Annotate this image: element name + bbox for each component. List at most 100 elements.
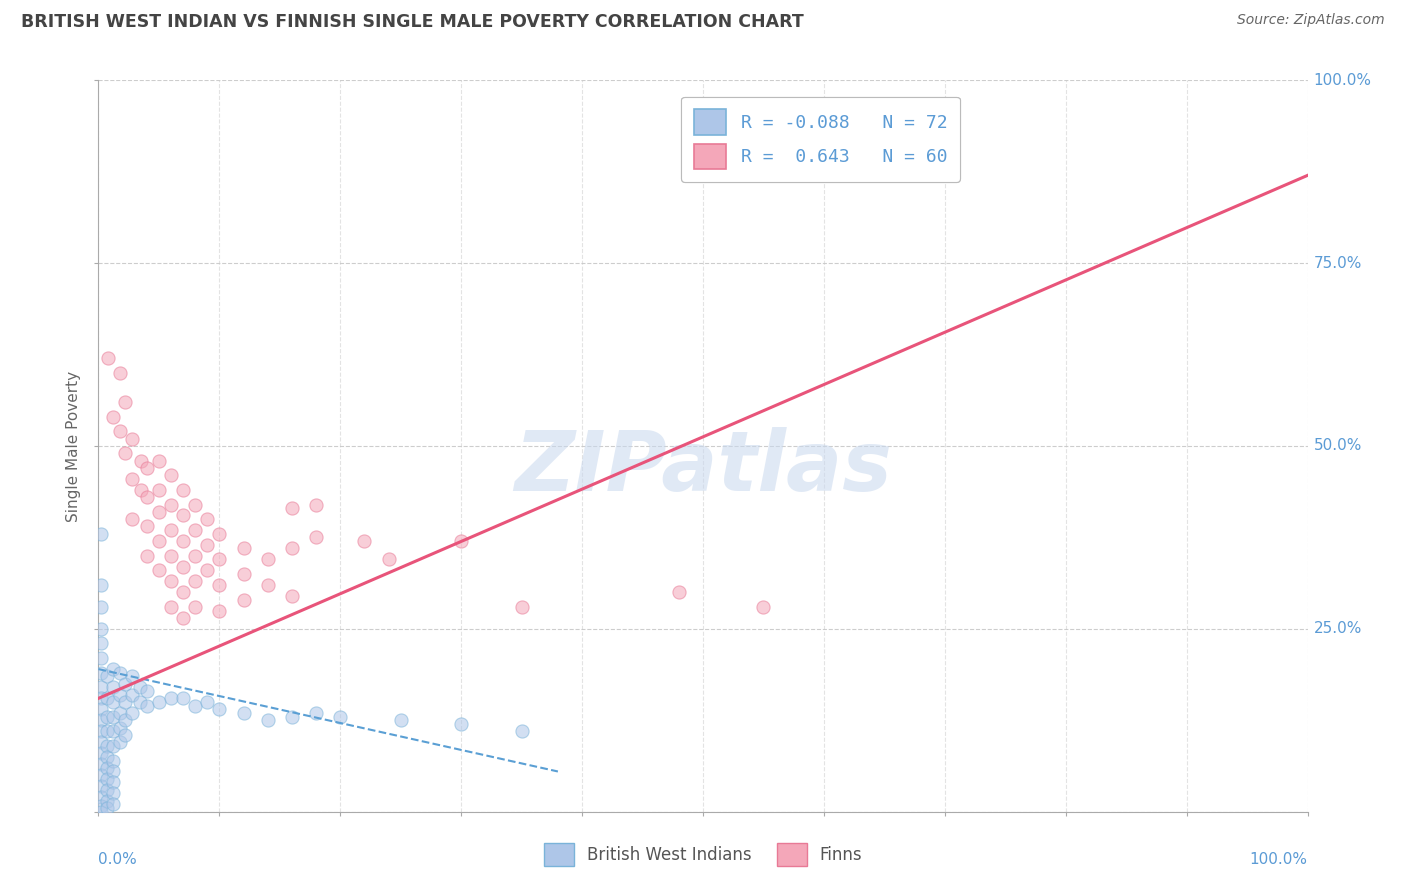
Point <box>90 724 112 739</box>
Point <box>90 651 112 665</box>
Point <box>232 567 254 582</box>
Point <box>353 534 375 549</box>
Point <box>129 483 152 497</box>
Point <box>305 706 328 720</box>
Point <box>135 684 157 698</box>
Point <box>135 549 157 563</box>
Point <box>90 578 112 592</box>
Point <box>281 589 304 603</box>
Point <box>256 578 278 592</box>
Point <box>281 709 304 723</box>
Point <box>129 453 152 467</box>
Point <box>208 702 231 716</box>
Point <box>90 805 112 819</box>
Point <box>172 559 194 574</box>
Point <box>101 409 124 424</box>
Point <box>208 526 231 541</box>
Point <box>108 706 131 720</box>
Legend: R = -0.088   N = 72, R =  0.643   N = 60: R = -0.088 N = 72, R = 0.643 N = 60 <box>681 96 960 182</box>
Point <box>90 779 112 793</box>
Point <box>172 611 194 625</box>
Point <box>101 681 124 695</box>
Point <box>96 801 118 815</box>
Point <box>148 483 170 497</box>
Point <box>90 681 112 695</box>
Point <box>121 432 143 446</box>
Point <box>195 538 218 552</box>
Point <box>208 552 231 566</box>
Point <box>148 505 170 519</box>
Point <box>96 691 118 706</box>
Point <box>232 592 254 607</box>
Text: ZIPatlas: ZIPatlas <box>515 427 891 508</box>
Point <box>184 549 207 563</box>
Legend: British West Indians, Finns: British West Indians, Finns <box>536 835 870 875</box>
Point <box>101 662 124 676</box>
Point <box>108 721 131 735</box>
Point <box>90 691 112 706</box>
Point <box>329 709 352 723</box>
Point <box>305 498 328 512</box>
Point <box>90 714 112 728</box>
Point <box>510 599 533 614</box>
Point <box>108 366 131 380</box>
Point <box>135 698 157 713</box>
Point <box>135 519 157 533</box>
Point <box>114 695 136 709</box>
Point <box>195 563 218 577</box>
Point <box>160 498 183 512</box>
Point <box>101 764 124 779</box>
Point <box>389 714 412 728</box>
Point <box>377 552 399 566</box>
Point <box>101 797 124 812</box>
Point <box>121 688 143 702</box>
Point <box>101 787 124 801</box>
Point <box>121 669 143 683</box>
Point <box>172 508 194 523</box>
Point <box>160 523 183 537</box>
Point <box>90 790 112 805</box>
Point <box>114 676 136 690</box>
Point <box>96 669 118 683</box>
Text: 100.0%: 100.0% <box>1313 73 1372 87</box>
Point <box>121 706 143 720</box>
Text: 50.0%: 50.0% <box>1313 439 1362 453</box>
Point <box>101 754 124 768</box>
Point <box>96 724 118 739</box>
Point <box>148 695 170 709</box>
Point <box>281 501 304 516</box>
Point <box>510 724 533 739</box>
Point <box>450 534 472 549</box>
Point <box>184 698 207 713</box>
Point <box>96 709 118 723</box>
Point <box>195 695 218 709</box>
Point <box>90 636 112 650</box>
Point <box>90 757 112 772</box>
Point <box>90 702 112 716</box>
Point <box>172 483 194 497</box>
Point <box>148 563 170 577</box>
Point <box>108 735 131 749</box>
Point <box>195 512 218 526</box>
Point <box>208 603 231 617</box>
Point <box>160 574 183 589</box>
Point <box>90 622 112 636</box>
Point <box>232 706 254 720</box>
Point <box>96 782 118 797</box>
Point <box>114 728 136 742</box>
Text: 100.0%: 100.0% <box>1250 852 1308 867</box>
Point <box>752 599 775 614</box>
Point <box>305 530 328 544</box>
Point <box>121 472 143 486</box>
Point <box>90 746 112 760</box>
Point <box>172 691 194 706</box>
Point <box>96 749 118 764</box>
Point <box>90 665 112 680</box>
Point <box>148 453 170 467</box>
Point <box>184 523 207 537</box>
Point <box>668 585 690 599</box>
Point <box>101 739 124 753</box>
Point <box>135 490 157 504</box>
Point <box>101 724 124 739</box>
Point <box>96 761 118 775</box>
